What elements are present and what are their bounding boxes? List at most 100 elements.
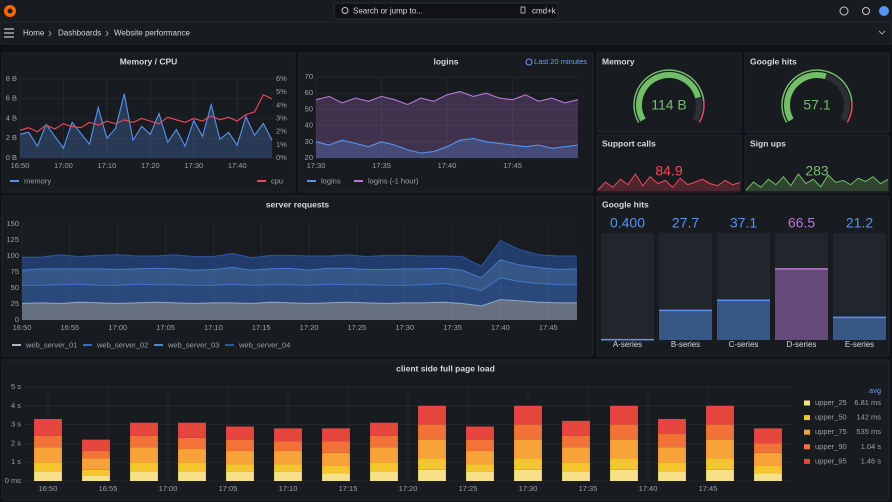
bar-segment	[370, 471, 398, 481]
bar-segment	[562, 435, 590, 448]
help-icon[interactable]	[839, 6, 849, 16]
x-tick-label: 16:50	[13, 323, 32, 332]
bar-category: E-series	[845, 340, 874, 349]
bar-segment	[514, 424, 542, 440]
search-icon	[341, 7, 349, 14]
legend-value: 535 ms	[856, 427, 881, 436]
bar-segment	[514, 405, 542, 425]
bar-segment	[418, 458, 446, 470]
legend-label[interactable]: upper_25	[815, 398, 847, 407]
bar-segment	[610, 439, 638, 459]
bar-segment	[610, 458, 638, 470]
bar-segment	[226, 426, 254, 440]
x-tick-label: 17:20	[141, 161, 160, 170]
y2-tick-label: 5%	[276, 87, 287, 96]
bar-segment	[514, 458, 542, 470]
bar-segment	[34, 447, 62, 463]
y-tick-label: 6 B	[6, 94, 17, 103]
bar-segment	[706, 405, 734, 425]
series-area	[316, 138, 578, 158]
legend-label[interactable]: logins (-1 hour)	[368, 176, 419, 185]
panel-title: server requests	[266, 199, 330, 209]
legend-label[interactable]: upper_95	[815, 456, 847, 465]
breadcrumb[interactable]: Dashboards	[58, 29, 101, 38]
legend-label[interactable]: logins	[321, 176, 341, 185]
stack-area	[22, 259, 577, 291]
panel-title: Memory / CPU	[120, 56, 178, 66]
legend-label[interactable]: web_server_01	[25, 340, 77, 349]
legend-label[interactable]: upper_90	[815, 442, 847, 451]
y-tick-label: 20	[305, 153, 313, 162]
panel-title: Google hits	[602, 199, 649, 209]
bar-value: 21.2	[846, 215, 873, 231]
legend-label[interactable]: web_server_02	[96, 340, 148, 349]
y-tick-label: 75	[11, 267, 19, 276]
bar-segment	[322, 428, 350, 442]
legend-label[interactable]: upper_50	[815, 413, 847, 422]
bar-segment	[706, 439, 734, 459]
search-shortcut: cmd+k	[532, 7, 557, 16]
y-tick-label: 0 B	[6, 153, 17, 162]
y2-tick-label: 0%	[276, 153, 287, 162]
x-tick-label: 17:35	[443, 323, 462, 332]
menu-icon[interactable]	[4, 28, 14, 38]
x-tick-label: 17:45	[539, 323, 558, 332]
y2-tick-label: 3%	[276, 113, 287, 122]
search-box[interactable]	[333, 2, 559, 20]
panel-title: Google hits	[750, 56, 797, 66]
x-tick-label: 17:10	[279, 484, 298, 493]
legend-header[interactable]: avg	[869, 386, 881, 395]
bar-track	[775, 233, 828, 340]
legend-label[interactable]: cpu	[271, 176, 283, 185]
legend-value: 6.81 ms	[854, 398, 881, 407]
x-tick-label: 17:30	[307, 161, 326, 170]
legend-label[interactable]: memory	[24, 176, 51, 185]
x-tick-label: 16:50	[39, 484, 58, 493]
x-tick-label: 17:05	[156, 323, 175, 332]
x-tick-label: 16:55	[99, 484, 118, 493]
bar-segment	[178, 462, 206, 472]
legend-swatch	[804, 415, 810, 421]
x-tick-label: 17:25	[459, 484, 478, 493]
bar-segment	[466, 426, 494, 440]
bar-segment	[706, 469, 734, 481]
bar-segment	[418, 424, 446, 440]
sparkline	[745, 173, 889, 191]
bar-segment	[466, 439, 494, 451]
breadcrumb-separator	[48, 30, 52, 37]
breadcrumb-separator	[105, 30, 109, 37]
legend-label[interactable]: web_server_04	[238, 340, 290, 349]
bar-value: 27.7	[672, 215, 699, 231]
bar-segment	[178, 471, 206, 481]
bar-segment	[34, 418, 62, 436]
x-tick-label: 16:55	[60, 323, 79, 332]
panel-annotation: Last 20 minutes	[534, 57, 587, 66]
bar-segment	[370, 462, 398, 472]
legend-label[interactable]: upper_75	[815, 427, 847, 436]
bar-category: B-series	[671, 340, 700, 349]
bar-track	[659, 233, 712, 340]
bar-segment	[226, 464, 254, 472]
bar-segment	[82, 439, 110, 451]
bar-segment	[274, 464, 302, 472]
bar-segment	[130, 462, 158, 472]
x-tick-label: 17:00	[54, 161, 73, 170]
y-tick-label: 0	[15, 315, 19, 324]
bar-segment	[274, 428, 302, 442]
avatar[interactable]	[879, 6, 889, 16]
series-line	[19, 93, 273, 150]
gauge-value: 57.1	[803, 97, 830, 113]
legend-swatch	[804, 458, 810, 464]
bar-segment	[514, 439, 542, 459]
legend-label[interactable]: web_server_03	[167, 340, 219, 349]
bar-segment	[562, 447, 590, 463]
breadcrumb[interactable]: Home	[23, 29, 45, 38]
bar-segment	[418, 405, 446, 425]
y-tick-label: 1 s	[11, 457, 21, 466]
collapse-icon[interactable]	[878, 30, 886, 35]
bar-segment	[226, 450, 254, 465]
bar-segment	[658, 471, 686, 481]
y-tick-label: 5 s	[11, 382, 21, 391]
news-icon[interactable]	[862, 7, 870, 15]
